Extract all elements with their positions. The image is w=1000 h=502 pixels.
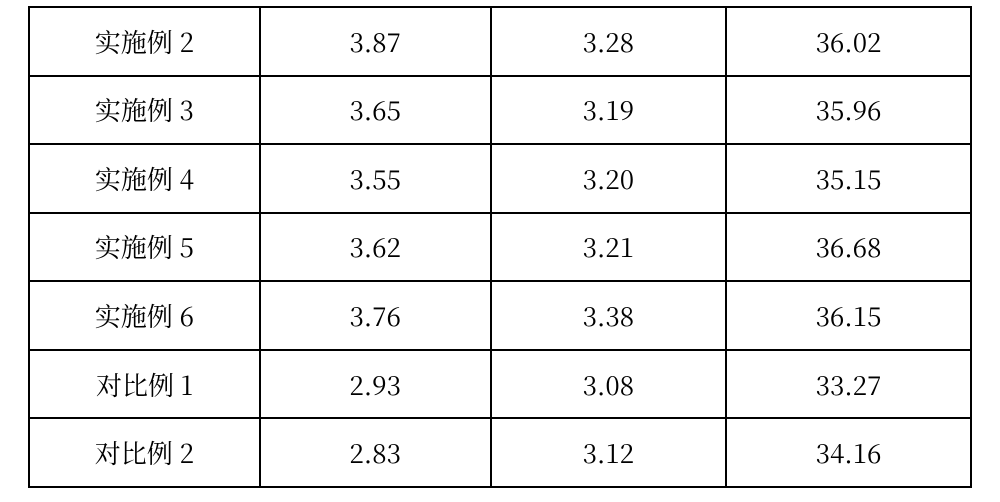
cell-value: 3.65 (260, 76, 491, 145)
row-label: 对比例 2 (29, 418, 260, 487)
cell-value: 36.15 (726, 281, 971, 350)
table-row: 实施例 6 3.76 3.38 36.15 (29, 281, 971, 350)
table-row: 对比例 1 2.93 3.08 33.27 (29, 350, 971, 419)
cell-value: 2.83 (260, 418, 491, 487)
cell-value: 3.28 (491, 7, 727, 76)
cell-value: 36.02 (726, 7, 971, 76)
cell-value: 2.93 (260, 350, 491, 419)
table-row: 实施例 4 3.55 3.20 35.15 (29, 144, 971, 213)
cell-value: 3.76 (260, 281, 491, 350)
cell-value: 3.08 (491, 350, 727, 419)
row-label: 实施例 5 (29, 213, 260, 282)
table-row: 实施例 3 3.65 3.19 35.96 (29, 76, 971, 145)
row-label: 实施例 2 (29, 7, 260, 76)
cell-value: 3.20 (491, 144, 727, 213)
cell-value: 3.19 (491, 76, 727, 145)
table-container: 实施例 2 3.87 3.28 36.02 实施例 3 3.65 3.19 35… (0, 0, 1000, 502)
row-label: 对比例 1 (29, 350, 260, 419)
cell-value: 34.16 (726, 418, 971, 487)
cell-value: 3.21 (491, 213, 727, 282)
table-row: 实施例 5 3.62 3.21 36.68 (29, 213, 971, 282)
row-label: 实施例 3 (29, 76, 260, 145)
table-row: 实施例 2 3.87 3.28 36.02 (29, 7, 971, 76)
cell-value: 35.96 (726, 76, 971, 145)
cell-value: 3.62 (260, 213, 491, 282)
cell-value: 3.12 (491, 418, 727, 487)
cell-value: 3.87 (260, 7, 491, 76)
cell-value: 36.68 (726, 213, 971, 282)
row-label: 实施例 4 (29, 144, 260, 213)
row-label: 实施例 6 (29, 281, 260, 350)
data-table: 实施例 2 3.87 3.28 36.02 实施例 3 3.65 3.19 35… (28, 6, 972, 488)
cell-value: 35.15 (726, 144, 971, 213)
cell-value: 3.55 (260, 144, 491, 213)
table-row: 对比例 2 2.83 3.12 34.16 (29, 418, 971, 487)
cell-value: 3.38 (491, 281, 727, 350)
cell-value: 33.27 (726, 350, 971, 419)
